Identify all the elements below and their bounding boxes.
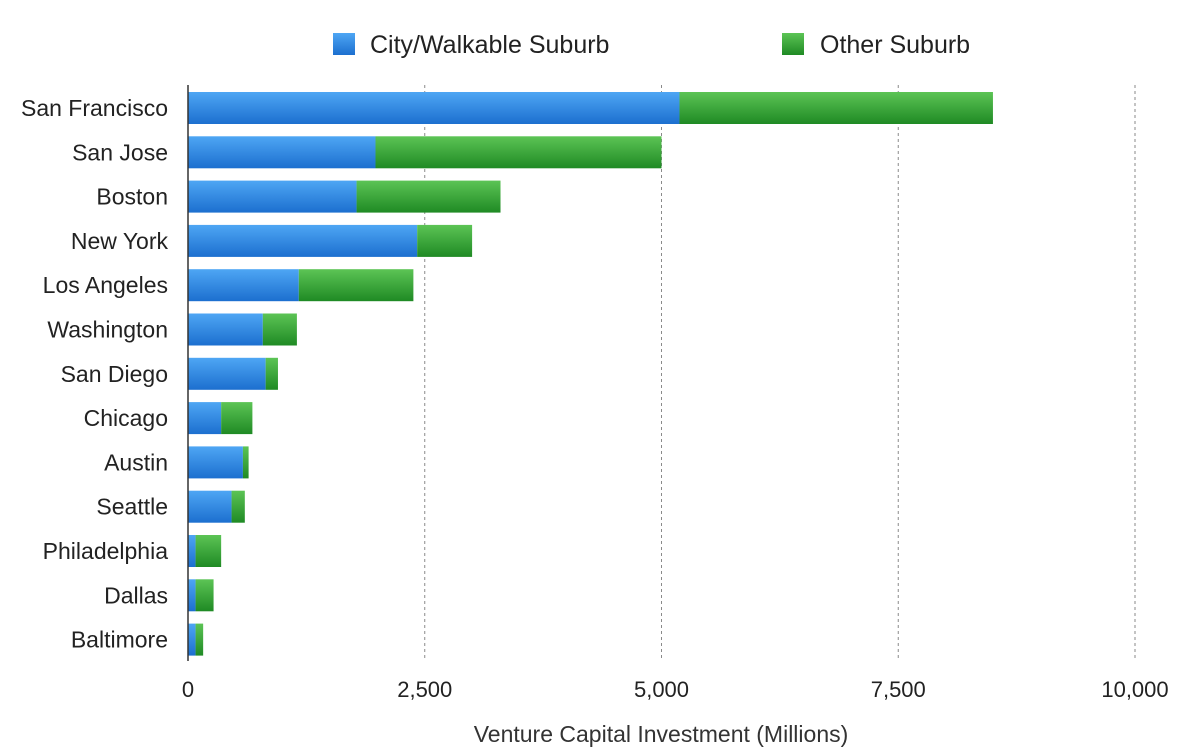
category-label: New York: [71, 228, 169, 254]
x-tick-label: 5,000: [634, 677, 689, 702]
bar-other: [195, 579, 214, 612]
bar-other: [679, 92, 993, 124]
legend-swatch-city: [333, 33, 355, 55]
bar-city: [188, 535, 196, 567]
bar-city: [188, 579, 196, 612]
bar-other: [417, 224, 473, 257]
category-label: Seattle: [96, 494, 168, 520]
bar-city: [188, 224, 418, 257]
bar-city: [188, 402, 222, 435]
bar-city: [188, 623, 196, 656]
x-tick-label: 10,000: [1101, 677, 1168, 702]
x-tick-label: 2,500: [397, 677, 452, 702]
category-label: Dallas: [104, 582, 168, 608]
category-label: Washington: [47, 317, 168, 343]
category-label: San Francisco: [21, 95, 168, 121]
bar-city: [188, 490, 232, 523]
category-label: San Diego: [61, 361, 168, 387]
category-label: Chicago: [84, 405, 168, 431]
category-label: San Jose: [72, 139, 168, 165]
category-label: Boston: [96, 184, 168, 210]
x-tick-label: 7,500: [871, 677, 926, 702]
bar-other: [195, 623, 204, 656]
legend-label-other: Other Suburb: [820, 31, 970, 59]
bar-other: [298, 269, 414, 302]
bar-city: [188, 136, 376, 169]
x-tick-labels: 0 2,500 5,000 7,500 10,000: [182, 677, 1169, 702]
legend-label-city: City/Walkable Suburb: [370, 31, 609, 59]
category-label: Baltimore: [71, 627, 168, 653]
x-axis-title: Venture Capital Investment (Millions): [474, 721, 849, 747]
bars: [188, 92, 993, 656]
category-label: Los Angeles: [43, 272, 168, 298]
legend-swatch-other: [782, 33, 804, 55]
category-label: Austin: [104, 449, 168, 475]
bar-city: [188, 357, 266, 390]
bar-other: [221, 402, 253, 435]
bar-other: [242, 446, 249, 479]
bar-other: [195, 535, 222, 567]
bar-city: [188, 180, 357, 213]
bar-city: [188, 446, 243, 479]
bar-other: [265, 357, 278, 390]
gridlines: [424, 85, 1136, 661]
bar-city: [188, 313, 263, 346]
bar-other: [262, 313, 297, 346]
bar-other: [356, 180, 501, 213]
x-tick-label: 0: [182, 677, 194, 702]
bar-city: [188, 92, 680, 124]
category-label: Philadelphia: [43, 538, 169, 564]
bar-other: [375, 136, 662, 169]
legend: City/Walkable Suburb Other Suburb: [333, 31, 970, 59]
bar-other: [231, 490, 245, 523]
category-labels: San Francisco San Jose Boston New York Los A…: [21, 95, 169, 653]
bar-city: [188, 269, 299, 302]
